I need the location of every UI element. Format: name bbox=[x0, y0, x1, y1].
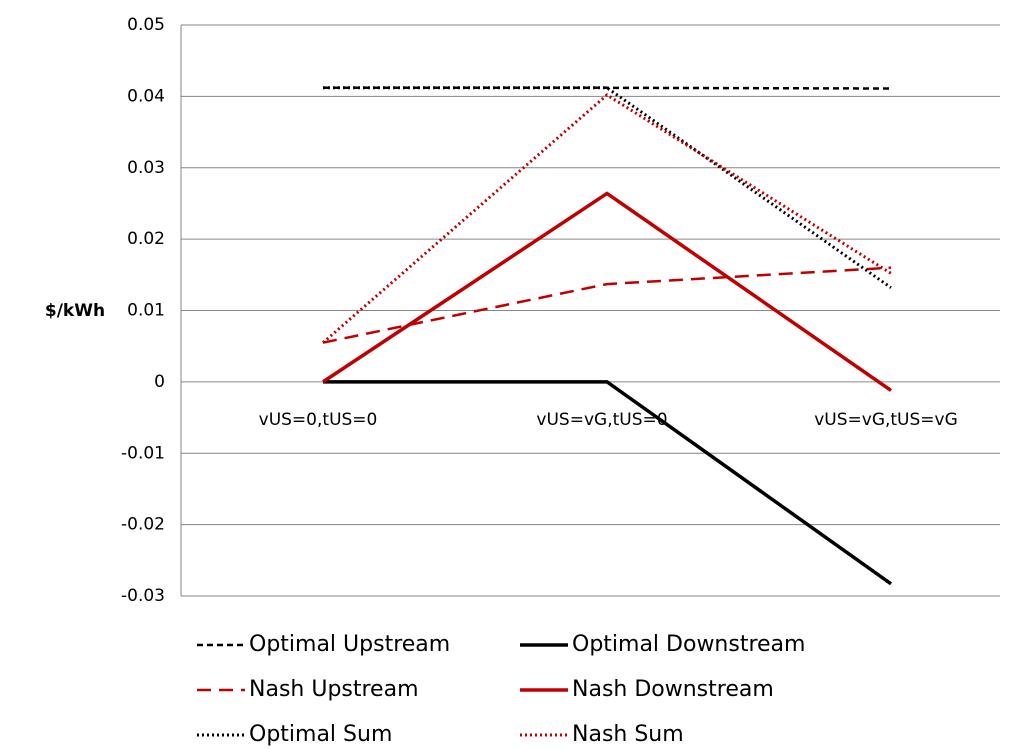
series-line bbox=[322, 191, 892, 392]
y-axis-label: $/kWh bbox=[45, 301, 105, 321]
legend-label: Optimal Upstream bbox=[249, 632, 450, 657]
y-tick-label: -0.02 bbox=[121, 515, 165, 535]
series-line bbox=[323, 86, 892, 90]
y-tick-label: -0.03 bbox=[121, 586, 165, 606]
y-tick-label: 0 bbox=[154, 372, 165, 392]
legend-label: Nash Sum bbox=[572, 722, 684, 747]
x-tick-label: vUS=0,tUS=0 bbox=[259, 410, 378, 430]
x-tick-label: vUS=vG,tUS=vG bbox=[814, 410, 958, 430]
y-tick-label: 0.01 bbox=[127, 301, 165, 321]
legend-label: Nash Upstream bbox=[249, 677, 419, 702]
y-tick-label: 0.03 bbox=[127, 158, 165, 178]
x-tick-label: vUS=vG,tUS=0 bbox=[536, 410, 667, 430]
y-tick-label: -0.01 bbox=[121, 443, 165, 463]
legend-label: Optimal Downstream bbox=[572, 632, 805, 657]
legend-label: Optimal Sum bbox=[249, 722, 392, 747]
series-line bbox=[323, 380, 893, 586]
y-tick-label: 0.05 bbox=[127, 15, 165, 35]
series-line bbox=[323, 86, 892, 289]
series-line bbox=[322, 266, 892, 344]
y-tick-label: 0.02 bbox=[127, 229, 165, 249]
legend-label: Nash Downstream bbox=[572, 677, 774, 702]
series-line bbox=[322, 93, 892, 344]
y-tick-label: 0.04 bbox=[127, 86, 165, 106]
